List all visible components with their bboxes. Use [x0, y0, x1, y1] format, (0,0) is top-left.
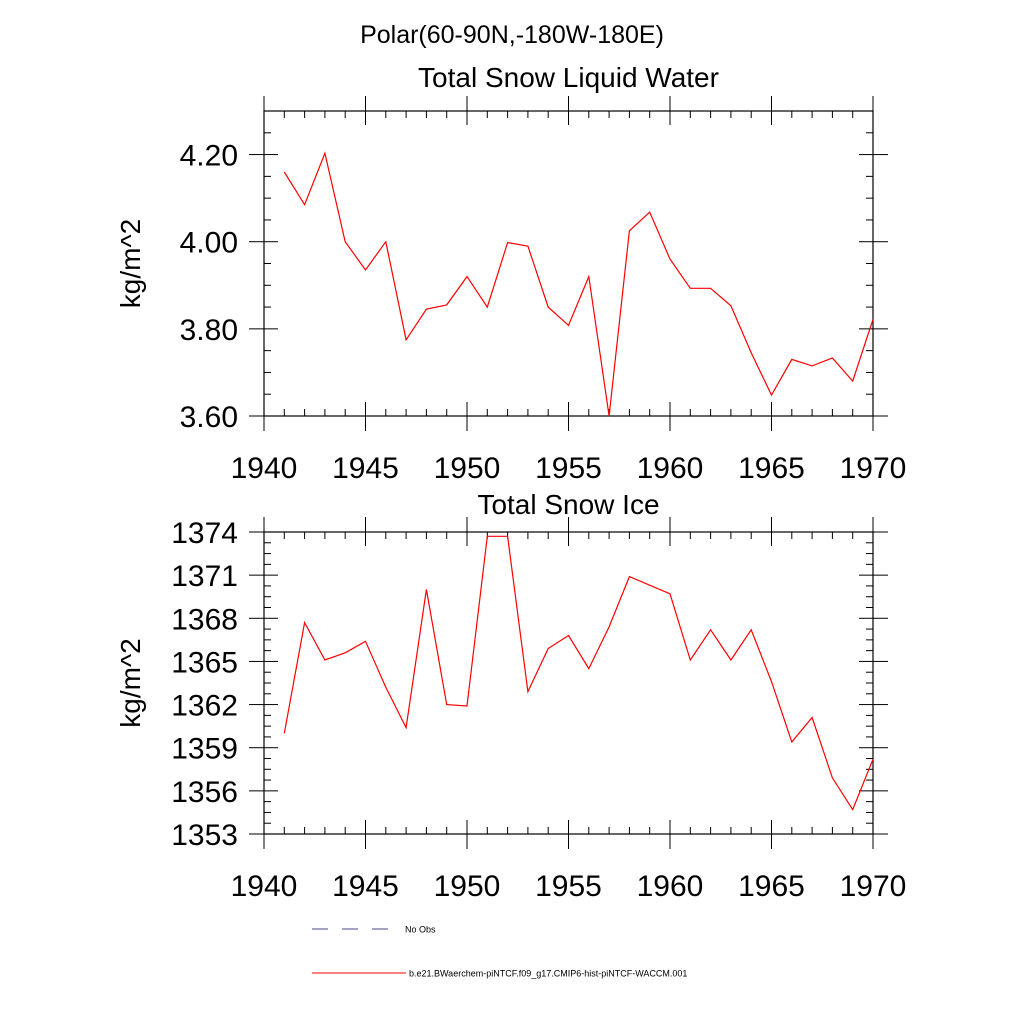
y-tick-label: 4.20 — [180, 140, 238, 173]
plot-frame — [263, 110, 874, 417]
x-tick-label: 1940 — [231, 870, 298, 903]
y-axis-label: kg/m^2 — [115, 638, 146, 727]
y-tick-label: 1362 — [171, 690, 238, 723]
x-tick-label: 1955 — [535, 870, 602, 903]
x-tick-label: 1945 — [332, 452, 399, 485]
y-tick-label: 1359 — [171, 733, 238, 766]
y-tick-label: 1368 — [171, 603, 238, 636]
chart-panel-1: Total Snow Liquid Water kg/m^2 1940 1945 195… — [115, 62, 906, 485]
y-tick-label: 1353 — [171, 819, 238, 852]
y-tick-label: 3.60 — [180, 401, 238, 434]
x-tick-label: 1965 — [738, 870, 805, 903]
y-tick-label: 3.80 — [180, 314, 238, 347]
legend-entry: b.e21.BWaerchem-piNTCF.f09_g17.CMIP6-his… — [312, 969, 687, 979]
x-tick-label: 1965 — [738, 452, 805, 485]
y-tick-label: 1374 — [171, 517, 238, 550]
series-line — [283, 151, 874, 417]
x-tick-label: 1970 — [840, 870, 907, 903]
x-tick-label: 1950 — [434, 452, 501, 485]
y-tick-label: 1365 — [171, 646, 238, 679]
legend-label: b.e21.BWaerchem-piNTCF.f09_g17.CMIP6-his… — [409, 969, 687, 979]
legend-label: No Obs — [405, 925, 436, 935]
x-tick-label: 1960 — [637, 452, 704, 485]
chart-title: Total Snow Liquid Water — [418, 62, 719, 93]
x-tick-label: 1950 — [434, 870, 501, 903]
charts-group: Total Snow Liquid Water kg/m^2 1940 1945 195… — [115, 62, 906, 903]
y-axis-label: kg/m^2 — [115, 219, 146, 308]
figure-title: Polar(60-90N,-180W-180E) — [360, 21, 664, 49]
y-tick-label: 1371 — [171, 560, 238, 593]
chart-panel-2: Total Snow Ice kg/m^2 1940 1945 1950 1955 1960… — [115, 489, 906, 903]
x-tick-label: 1945 — [332, 870, 399, 903]
series-line — [283, 535, 874, 811]
x-tick-label: 1955 — [535, 452, 602, 485]
chart-title: Total Snow Ice — [477, 489, 659, 520]
x-tick-label: 1940 — [231, 452, 298, 485]
x-tick-label: 1970 — [840, 452, 907, 485]
x-tick-label: 1960 — [637, 870, 704, 903]
y-tick-label: 1356 — [171, 776, 238, 809]
y-tick-label: 4.00 — [180, 227, 238, 260]
legend: No Obs b.e21.BWaerchem-piNTCF.f09_g17.CMI… — [312, 925, 687, 979]
plot-frame — [263, 531, 874, 835]
legend-entry: No Obs — [312, 925, 436, 935]
